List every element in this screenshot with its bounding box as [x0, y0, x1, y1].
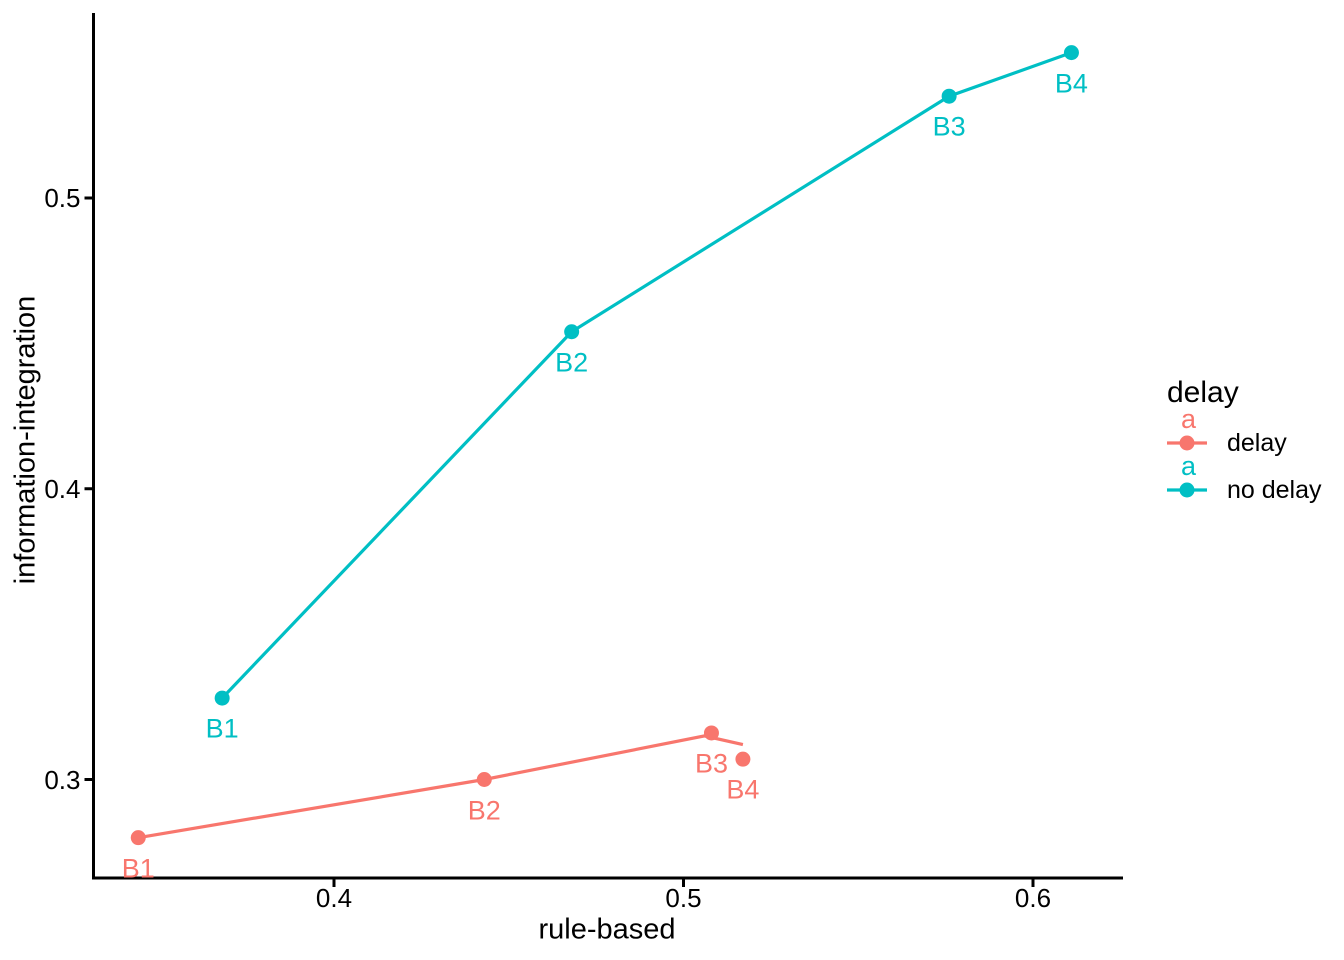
data-point-no-delay-B3: [941, 88, 957, 104]
y-tick-label: 0.4: [44, 473, 81, 504]
x-tick-label: 0.6: [1014, 883, 1052, 913]
x-axis-title: rule-based: [538, 913, 676, 946]
data-point-no-delay-B2: [564, 324, 580, 340]
data-point-no-delay-B1: [214, 690, 230, 706]
series-line-delay: [138, 734, 744, 840]
y-tick-label: 0.3: [44, 764, 81, 795]
legend-key-line-point-icon: [1167, 477, 1207, 503]
point-label-B2: B2: [467, 795, 501, 825]
legend-entry-label: no delay: [1227, 475, 1322, 504]
point-label-B1: B1: [205, 713, 239, 744]
data-point-delay-B3: [703, 725, 719, 741]
x-tick-label: 0.5: [665, 883, 702, 913]
point-label-B4: B4: [1054, 68, 1088, 99]
data-point-delay-B1: [130, 830, 146, 846]
legend: delay a delay a no delay: [1167, 377, 1322, 503]
data-point-delay-B2: [476, 772, 492, 787]
legend-title: delay: [1167, 376, 1239, 409]
point-label-B1: B1: [121, 853, 155, 884]
legend-entry-no-delay: no delay: [1167, 477, 1322, 503]
point-label-B3: B3: [932, 111, 966, 142]
data-point-delay-B4: [735, 751, 751, 767]
legend-entry-label: delay: [1227, 428, 1287, 457]
legend-text-key-delay: a: [1181, 404, 1197, 434]
point-label-B3: B3: [694, 748, 728, 779]
legend-text-key-no-delay: a: [1181, 451, 1197, 481]
y-tick-label: 0.5: [44, 183, 81, 213]
point-label-B2: B2: [555, 347, 589, 378]
x-tick-label: 0.4: [315, 883, 353, 913]
series-line-no-delay: [221, 51, 1072, 700]
y-axis-title: information-integration: [9, 295, 42, 585]
legend-key-line-point-icon: [1167, 430, 1207, 456]
legend-entry-delay: delay: [1167, 430, 1287, 456]
point-label-B4: B4: [726, 774, 760, 805]
data-point-no-delay-B4: [1063, 45, 1079, 61]
